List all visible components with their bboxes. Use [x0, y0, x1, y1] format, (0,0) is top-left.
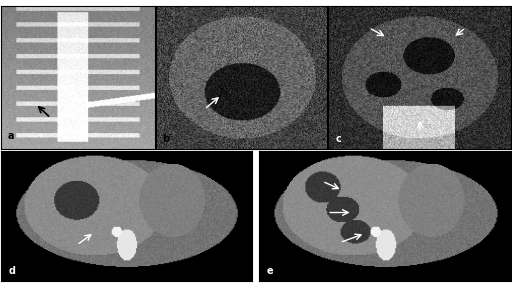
Text: d: d: [9, 266, 15, 276]
Text: b: b: [162, 133, 169, 144]
Text: a: a: [7, 131, 14, 141]
Text: e: e: [266, 266, 273, 276]
Text: c: c: [335, 133, 342, 144]
